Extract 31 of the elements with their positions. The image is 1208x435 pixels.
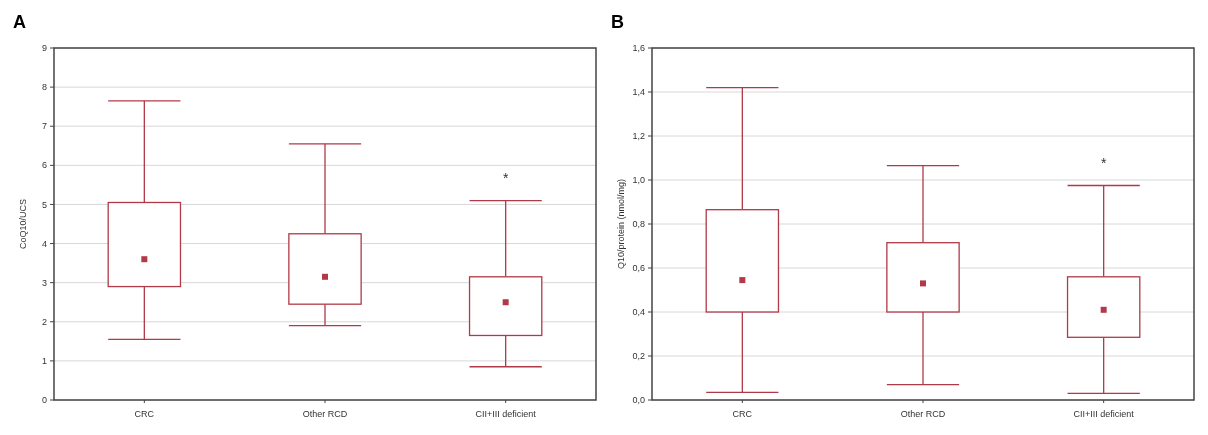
y-tick-label: 3 (41, 277, 47, 288)
y-tick-label: 0,6 (632, 263, 645, 274)
y-tick-label: 1,0 (632, 175, 645, 186)
annotation: * (502, 169, 509, 186)
y-tick-label: 5 (41, 199, 47, 210)
y-tick-label: 4 (41, 238, 47, 249)
y-tick-label: 1,6 (632, 43, 645, 54)
x-tick-label: Other RCD (302, 409, 348, 419)
y-tick-label: 2 (41, 316, 47, 327)
x-tick-label: Other RCD (900, 409, 946, 419)
x-tick-label: CRC (732, 409, 753, 419)
y-tick-label: 0,4 (632, 307, 645, 318)
y-tick-label: 0,2 (632, 351, 645, 362)
y-tick-label: 1 (41, 356, 47, 367)
y-axis-title: CoQ10/UCS (18, 198, 28, 250)
y-tick-label: 8 (41, 82, 47, 93)
y-tick-label: 1,4 (632, 87, 645, 98)
y-axis-title: Q10/protein (nmol/mg) (616, 178, 626, 270)
y-tick-label: 0,0 (632, 395, 645, 406)
chart-title: A (13, 12, 26, 32)
x-tick-label: CII+III deficient (1073, 409, 1135, 419)
y-tick-label: 0 (41, 395, 47, 406)
y-tick-label: 1,2 (632, 131, 645, 142)
y-tick-label: 0,8 (632, 219, 645, 230)
y-tick-label: 9 (41, 43, 47, 54)
y-tick-label: 6 (41, 160, 47, 171)
y-tick-label: 7 (41, 121, 47, 132)
x-tick-label: CII+III deficient (475, 409, 537, 419)
annotation: * (1100, 154, 1107, 171)
chart-title: B (611, 12, 624, 32)
x-tick-label: CRC (134, 409, 155, 419)
